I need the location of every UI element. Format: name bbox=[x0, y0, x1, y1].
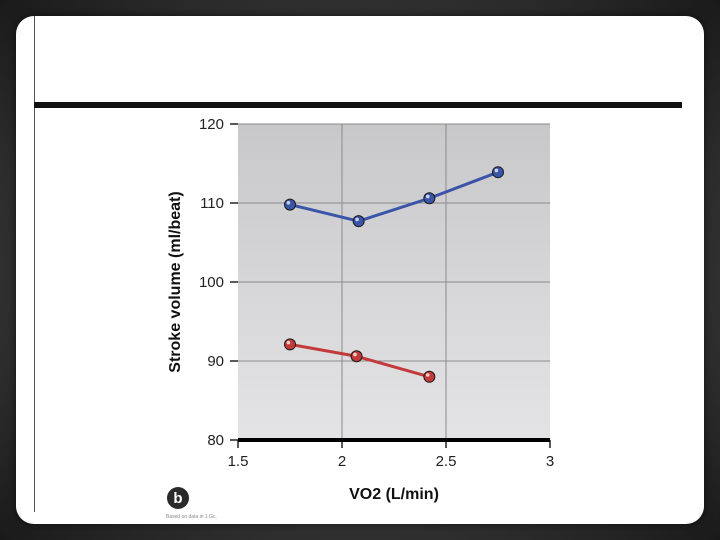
data-series bbox=[284, 166, 504, 383]
y-tick-label: 90 bbox=[207, 353, 224, 370]
data-point-highlight bbox=[286, 340, 291, 345]
x-tick-label: 2.5 bbox=[436, 453, 457, 470]
axes bbox=[230, 123, 551, 448]
x-tick-label: 1.5 bbox=[228, 453, 249, 470]
data-point-highlight bbox=[355, 217, 359, 222]
slide-left-rule bbox=[34, 16, 35, 512]
data-point bbox=[423, 370, 436, 383]
data-point bbox=[423, 192, 436, 205]
data-point-highlight bbox=[425, 373, 430, 377]
data-point-highlight bbox=[425, 194, 430, 199]
data-point bbox=[492, 166, 504, 179]
title-divider bbox=[34, 102, 682, 108]
y-tick-label: 120 bbox=[199, 116, 224, 133]
x-tick-label: 3 bbox=[546, 453, 554, 470]
data-point bbox=[284, 198, 296, 211]
panel-credit: Based on data in 1 Gc. bbox=[166, 514, 217, 520]
panel-badge-letter: b bbox=[173, 490, 182, 507]
stroke-volume-chart: 80 90 100 110 120 1.5 2 2.5 3 Stroke volume (ml/… bbox=[166, 116, 554, 520]
y-tick-label: 100 bbox=[199, 274, 224, 291]
tick-labels: 80 90 100 110 120 1.5 2 2.5 3 bbox=[199, 116, 554, 470]
data-point bbox=[284, 338, 296, 351]
y-tick-label: 110 bbox=[200, 195, 224, 212]
panel-badge-circle bbox=[167, 487, 189, 509]
data-point-highlight bbox=[286, 200, 291, 205]
data-point-highlight bbox=[494, 168, 499, 173]
data-point bbox=[350, 350, 363, 363]
x-tick-label: 2 bbox=[338, 453, 346, 470]
slide: 80 90 100 110 120 1.5 2 2.5 3 Stroke volume (ml/… bbox=[16, 16, 704, 524]
x-axis-title: VO2 (L/min) bbox=[349, 486, 439, 503]
data-point bbox=[352, 215, 365, 228]
gridlines bbox=[238, 123, 550, 440]
series-2 bbox=[284, 338, 436, 383]
data-point-highlight bbox=[353, 352, 357, 357]
y-tick-label: 80 bbox=[207, 432, 224, 449]
series-line bbox=[289, 170, 499, 223]
y-axis-title: Stroke volume (ml/beat) bbox=[167, 191, 184, 372]
series-1 bbox=[284, 166, 504, 228]
